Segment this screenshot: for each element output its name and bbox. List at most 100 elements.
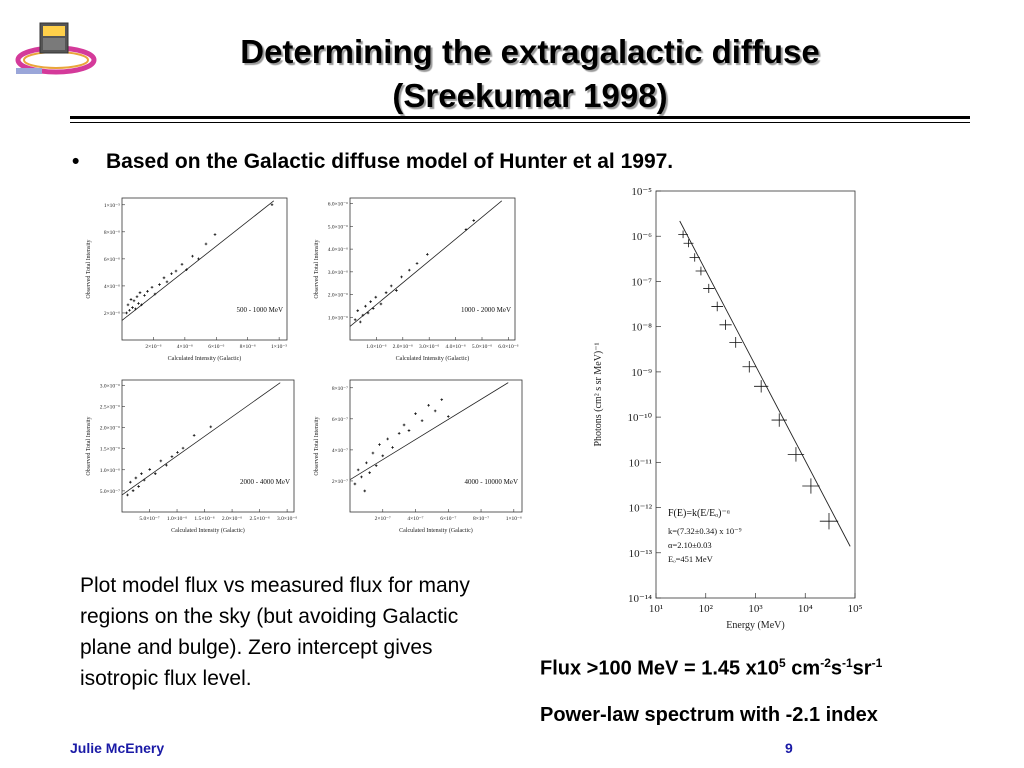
data-point: [140, 303, 143, 307]
flux-unit-1: cm: [785, 657, 821, 680]
energy-band-label: 4000 - 10000 MeV: [465, 478, 518, 486]
data-point: [379, 302, 383, 306]
plot-frame: [121, 197, 288, 341]
x-tick-label: 5.0×10⁻⁷: [139, 516, 159, 522]
data-point: [695, 266, 707, 276]
energy-band-label: 500 - 1000 MeV: [237, 306, 283, 314]
y-tick-label: 1×10⁻⁵: [104, 203, 120, 209]
y-tick-label: 8×10⁻⁷: [332, 386, 348, 392]
data-point: [365, 461, 368, 465]
x-tick-label: 1×10⁻⁶: [506, 516, 522, 522]
data-point: [192, 434, 196, 437]
data-point: [703, 283, 715, 294]
title-line-1: Determining the extragalactic diffuse: [240, 33, 820, 70]
data-point: [129, 298, 133, 301]
y-tick-label: 10⁻¹³: [629, 548, 653, 560]
spectrum-plot: 10¹ 10² 10³ 10⁴ 10⁵ 10⁻¹⁴ 10⁻¹³ 10⁻¹² 10⁻¹¹ 10⁻¹⁰…: [583, 183, 873, 633]
x-tick-label: 6×10⁻⁶: [208, 344, 224, 350]
data-point: [371, 307, 375, 310]
data-point: [135, 295, 139, 299]
data-point: [158, 283, 161, 286]
flux-exp-2: -2: [820, 656, 831, 670]
energy-band-label: 1000 - 2000 MeV: [461, 306, 511, 314]
data-point: [407, 429, 411, 432]
data-point: [433, 409, 437, 413]
x-axis-label: Energy (MeV): [726, 620, 784, 631]
title-rule-thick: [70, 116, 970, 119]
data-point: [426, 253, 429, 256]
data-point: [126, 493, 129, 497]
data-point: [143, 294, 146, 297]
x-tick-label: 6×10⁻⁷: [440, 516, 456, 522]
y-tick-label: 10⁻¹⁴: [628, 593, 652, 605]
data-point: [359, 320, 362, 324]
data-point: [134, 476, 138, 480]
y-axis-label: Photons (cm² s sr MeV)⁻¹: [593, 342, 604, 446]
fit-annotation: k=(7.32±0.34) x 10⁻⁹: [668, 526, 742, 536]
data-point: [414, 412, 417, 416]
slide-title: Determining the extragalactic diffuse (S…: [120, 30, 940, 118]
data-point: [472, 219, 476, 222]
data-point: [153, 472, 157, 475]
fit-line: [121, 200, 275, 321]
x-tick-label: 2×10⁻⁶: [145, 344, 161, 350]
data-point: [446, 415, 450, 418]
y-tick-label: 10⁻⁹: [631, 367, 652, 379]
x-tick-label: 2×10⁻⁷: [375, 516, 391, 522]
data-point: [374, 464, 378, 467]
fit-line: [349, 200, 503, 327]
scatter-panel-500-1000: 2×10⁻⁶ 4×10⁻⁶ 6×10⁻⁶ 8×10⁻⁶ 1×10⁻⁵ 2×10⁻⁶ 4×10…: [80, 188, 295, 368]
x-tick-label: 5.0×10⁻⁶: [472, 344, 492, 350]
plot-frame: [121, 379, 295, 513]
y-tick-label: 10⁻⁵: [631, 186, 652, 198]
data-point: [353, 318, 357, 322]
data-point: [191, 254, 194, 258]
data-point: [138, 291, 142, 294]
data-point: [131, 489, 135, 493]
plot-frame: [349, 197, 516, 341]
y-tick-label: 6×10⁻⁶: [104, 257, 120, 263]
data-point: [754, 380, 769, 393]
x-tick-label: 4×10⁻⁶: [177, 344, 193, 350]
data-point: [711, 301, 724, 312]
data-point: [197, 257, 200, 261]
data-point: [204, 242, 208, 246]
y-tick-label: 10⁻⁷: [631, 276, 652, 288]
data-point: [159, 459, 163, 463]
fit-annotation: α=2.10±0.03: [668, 540, 712, 550]
data-point: [802, 478, 820, 494]
x-axis-label: Calculated Intensity (Galactic): [168, 355, 242, 362]
data-point: [364, 304, 367, 308]
y-tick-label: 3.0×10⁻⁶: [100, 383, 120, 389]
data-point: [137, 302, 140, 305]
bullet-text: Based on the Galactic diffuse model of H…: [106, 150, 674, 173]
data-point: [742, 360, 757, 373]
y-axis-label: Observed Total Intensity: [314, 416, 320, 475]
data-point: [140, 472, 143, 475]
x-tick-label: 10²: [699, 603, 714, 615]
y-axis-label: Observed Total Intensity: [86, 416, 92, 475]
data-point: [213, 233, 217, 236]
data-point: [464, 228, 468, 231]
page-number: 9: [785, 740, 793, 756]
data-point: [153, 292, 157, 296]
x-tick-label: 1.0×10⁻⁶: [366, 344, 386, 350]
x-axis-label: Calculated Intensity (Galactic): [171, 527, 245, 534]
data-point: [407, 268, 411, 272]
power-law-fit: [679, 220, 851, 547]
data-point: [391, 446, 394, 449]
flux-unit-2: s: [830, 657, 842, 680]
data-point: [134, 307, 137, 311]
data-point: [270, 203, 274, 207]
data-point: [148, 468, 152, 471]
data-point: [185, 268, 188, 271]
data-point: [389, 284, 393, 288]
data-point: [381, 454, 385, 458]
data-point: [209, 425, 213, 429]
y-tick-label: 2×10⁻⁶: [104, 311, 120, 317]
fit-line: [349, 382, 509, 481]
description-text: Plot model flux vs measured flux for man…: [80, 574, 470, 690]
data-point: [683, 239, 694, 248]
data-point: [678, 230, 688, 239]
data-point: [360, 475, 363, 479]
